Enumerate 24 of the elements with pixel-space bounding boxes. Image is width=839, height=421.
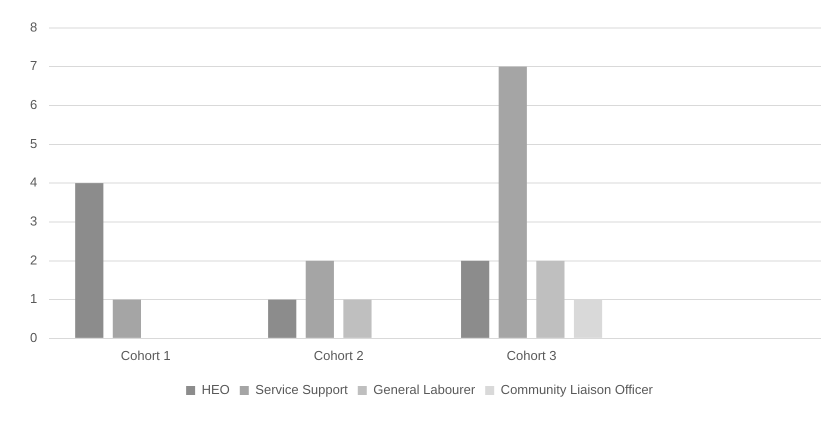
y-tick-label: 5 [30,136,38,151]
y-tick-label: 7 [30,58,38,74]
legend-label: General Labourer [373,382,476,398]
y-tick-label: 1 [30,291,38,306]
y-tick-label: 6 [30,97,38,112]
bar [536,260,565,338]
bar [306,260,334,338]
y-tick-label: 0 [30,330,38,345]
bar [461,260,490,338]
bar [112,300,141,338]
x-tick-label: Cohort 1 [120,348,171,363]
bar [75,183,104,338]
legend-label: HEO [202,382,230,398]
x-tick-label: Cohort 3 [506,348,557,363]
bar [498,66,527,338]
y-tick-label: 2 [30,252,38,268]
bar [343,300,372,338]
legend-label: Community Liaison Officer [500,382,654,398]
bar [268,300,296,338]
x-tick-label: Cohort 2 [314,348,364,363]
y-tick-label: 8 [30,19,38,34]
y-tick-label: 3 [30,214,38,229]
legend-label: Service Support [255,382,348,398]
y-tick-label: 4 [30,174,38,190]
